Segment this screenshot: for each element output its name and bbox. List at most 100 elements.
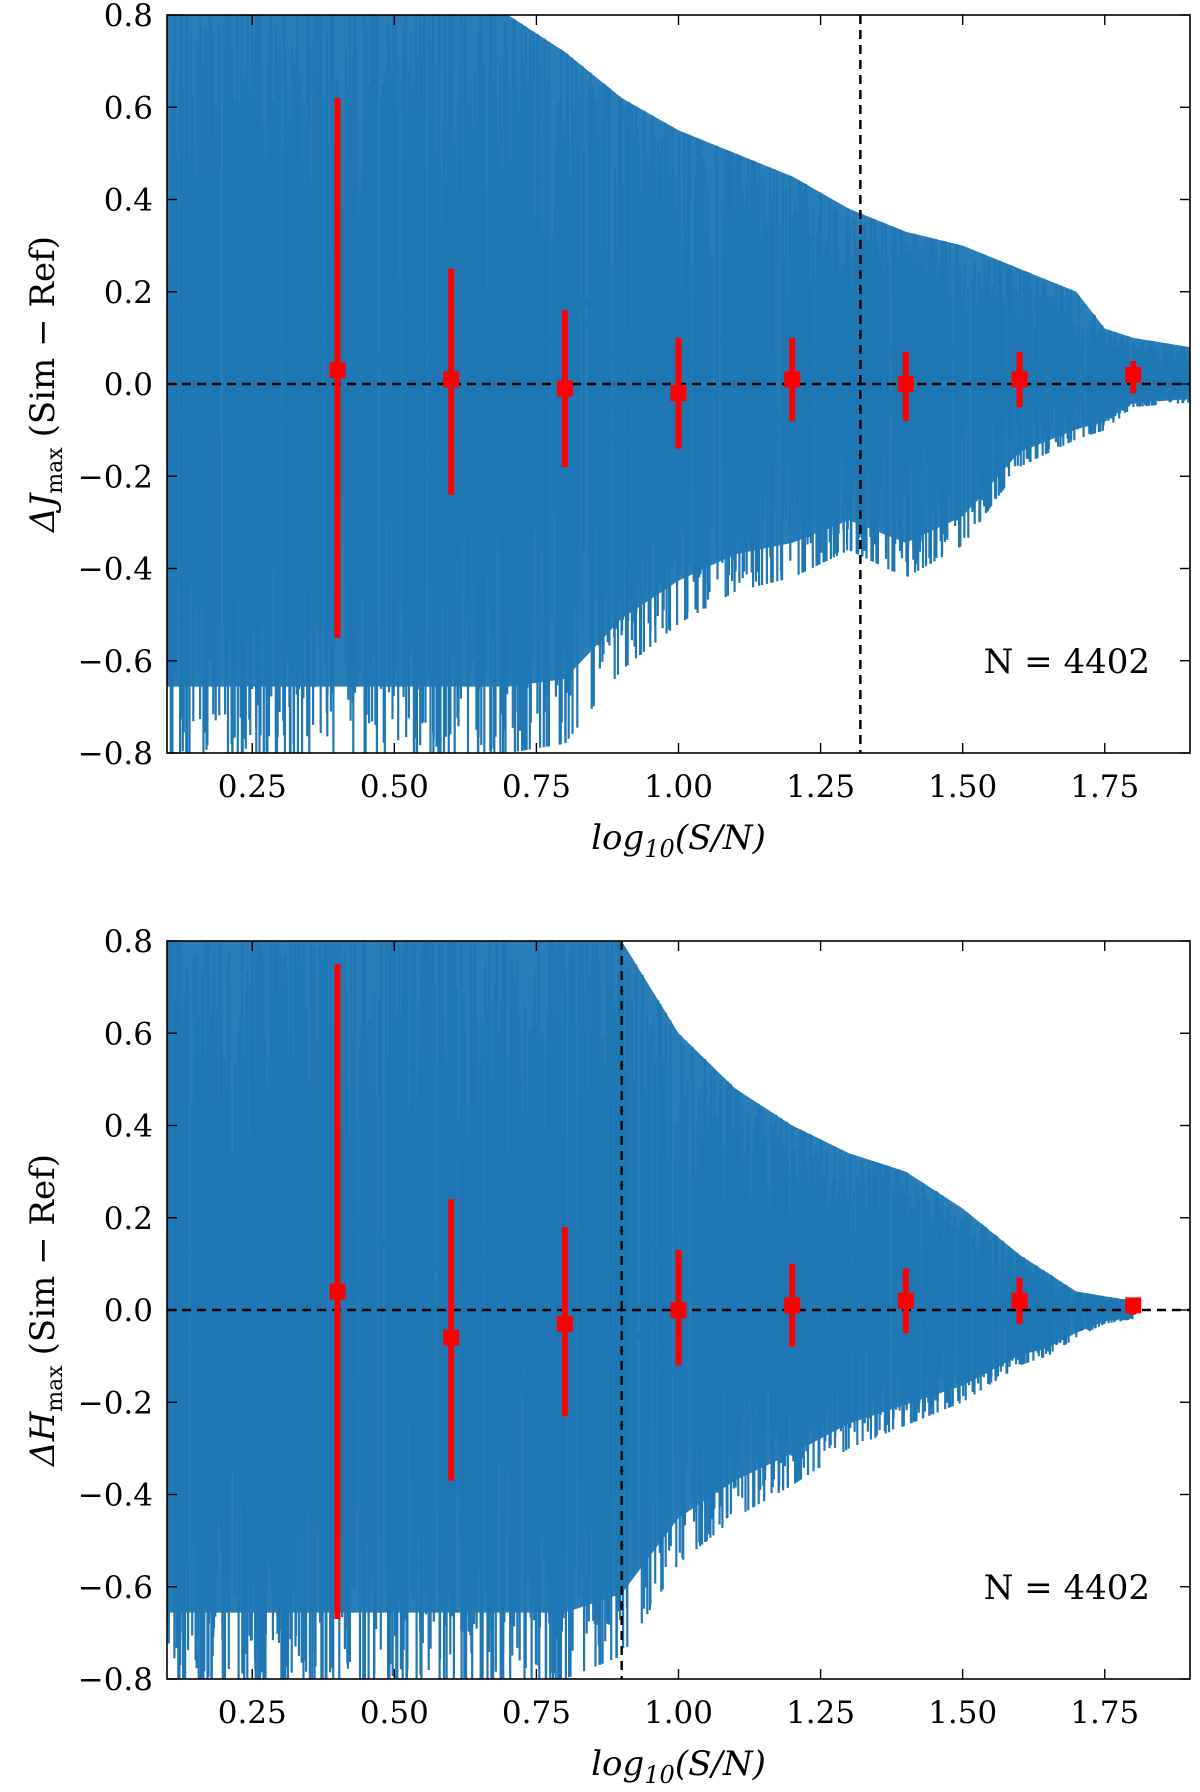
- y-tick-label: 0.0: [104, 1293, 153, 1329]
- data-point: [176, 376, 188, 388]
- binned-marker: [443, 371, 460, 388]
- x-axis-label: log10(S/N): [591, 1744, 766, 1789]
- data-cloud: [167, 941, 1135, 1679]
- x-tick-label: 1.00: [644, 769, 713, 805]
- y-tick-label: −0.8: [78, 736, 153, 772]
- data-point: [1027, 1312, 1039, 1324]
- x-tick-label: 0.25: [218, 769, 287, 805]
- data-point: [310, 1392, 321, 1404]
- y-tick-label: −0.4: [78, 552, 153, 588]
- data-point: [796, 1274, 808, 1285]
- x-tick-label: 0.75: [502, 769, 571, 805]
- y-tick-label: −0.6: [78, 644, 153, 680]
- binned-marker: [1125, 1297, 1142, 1314]
- binned-marker: [1125, 366, 1142, 383]
- data-point: [454, 1316, 466, 1328]
- y-tick-label: −0.6: [78, 1570, 153, 1606]
- y-axis: −0.8 −0.6 −0.4 −0.2 0.0 0.2 0.4 0.6 0.8: [78, 924, 1190, 1698]
- data-point: [490, 314, 502, 326]
- y-tick-label: 0.4: [104, 1109, 153, 1145]
- x-axis: 0.25 0.50 0.75 1.00 1.25 1.50 1.75: [218, 15, 1139, 805]
- x-tick-label: 0.50: [360, 769, 429, 805]
- y-tick-label: 0.4: [104, 183, 153, 219]
- data-point: [622, 348, 634, 360]
- data-point: [748, 1331, 760, 1343]
- binned-marker: [670, 1302, 687, 1318]
- x-tick-label: 0.75: [502, 1695, 571, 1731]
- data-point: [1096, 369, 1108, 381]
- data-point: [694, 1291, 706, 1303]
- binned-marker: [1011, 371, 1028, 388]
- y-tick-label: 0.2: [104, 1201, 153, 1237]
- data-point: [389, 1268, 401, 1280]
- x-tick-label: 1.25: [786, 769, 855, 805]
- data-point: [663, 1234, 675, 1246]
- binned-marker: [329, 1283, 346, 1300]
- data-point: [749, 351, 761, 363]
- plot-area: [167, 941, 1190, 1679]
- data-point: [168, 302, 180, 314]
- data-point: [345, 434, 357, 446]
- data-point: [924, 1287, 936, 1299]
- sample-size-annotation: N = 4402: [984, 1568, 1150, 1608]
- y-tick-label: −0.8: [78, 1662, 153, 1698]
- data-point: [636, 1330, 648, 1342]
- sample-size-annotation: N = 4402: [984, 642, 1150, 682]
- binned-marker: [784, 1297, 801, 1314]
- binned-marker: [897, 376, 914, 392]
- data-point: [1001, 1316, 1012, 1328]
- data-point: [543, 399, 555, 411]
- binned-series: [329, 98, 1142, 638]
- x-tick-label: 1.75: [1070, 1695, 1139, 1731]
- y-tick-label: −0.4: [78, 1478, 153, 1514]
- y-tick-label: −0.2: [78, 459, 153, 495]
- data-point: [516, 1233, 528, 1245]
- y-axis: −0.8 −0.6 −0.4 −0.2 0.0 0.2 0.4 0.6 0.8: [78, 0, 1190, 772]
- data-point: [605, 1267, 616, 1279]
- data-point: [1162, 373, 1174, 385]
- binned-marker: [897, 1292, 914, 1309]
- binned-marker: [556, 1315, 573, 1332]
- plot-area: [167, 15, 1190, 753]
- x-axis-label: log10(S/N): [591, 818, 766, 863]
- binned-marker: [670, 385, 687, 402]
- x-tick-label: 1.50: [928, 769, 997, 805]
- data-point: [663, 413, 675, 425]
- binned-marker: [784, 371, 801, 388]
- x-tick-label: 1.25: [786, 1695, 855, 1731]
- binned-marker: [556, 380, 573, 397]
- data-point: [469, 1223, 481, 1234]
- x-tick-label: 1.00: [644, 1695, 713, 1731]
- x-tick-label: 0.25: [218, 1695, 287, 1731]
- data-point: [777, 1280, 789, 1292]
- data-point: [380, 1237, 392, 1249]
- x-tick-label: 1.75: [1070, 769, 1139, 805]
- binned-marker: [1011, 1292, 1028, 1309]
- data-point: [634, 428, 646, 440]
- data-point: [433, 1260, 445, 1272]
- data-point: [824, 1327, 836, 1338]
- binned-marker: [329, 362, 346, 379]
- binned-series: [329, 964, 1142, 1620]
- data-point: [465, 370, 476, 382]
- binned-marker: [443, 1329, 460, 1346]
- x-axis: 0.25 0.50 0.75 1.00 1.25 1.50 1.75: [218, 941, 1139, 1731]
- y-tick-label: 0.6: [104, 90, 153, 126]
- data-point: [804, 1262, 816, 1274]
- data-point: [464, 1364, 476, 1376]
- panel-delta-h: 0.25 0.50 0.75 1.00 1.25 1.50 1.75 −0.8 −0.6 −0.4…: [23, 924, 1191, 1789]
- data-point: [489, 1239, 501, 1251]
- data-point: [546, 1388, 558, 1400]
- y-tick-label: 0.8: [104, 924, 153, 960]
- y-tick-label: 0.6: [104, 1016, 153, 1052]
- data-point: [1072, 365, 1084, 377]
- y-tick-label: 0.0: [104, 367, 153, 403]
- data-point: [175, 1309, 187, 1321]
- data-point: [241, 1329, 253, 1341]
- x-tick-label: 1.50: [928, 1695, 997, 1731]
- x-tick-label: 0.50: [360, 1695, 429, 1731]
- y-axis-label: ΔJmax(Sim − Ref): [23, 236, 68, 534]
- y-axis-label: ΔHmax(Sim − Ref): [23, 1154, 68, 1468]
- data-point: [211, 1285, 223, 1296]
